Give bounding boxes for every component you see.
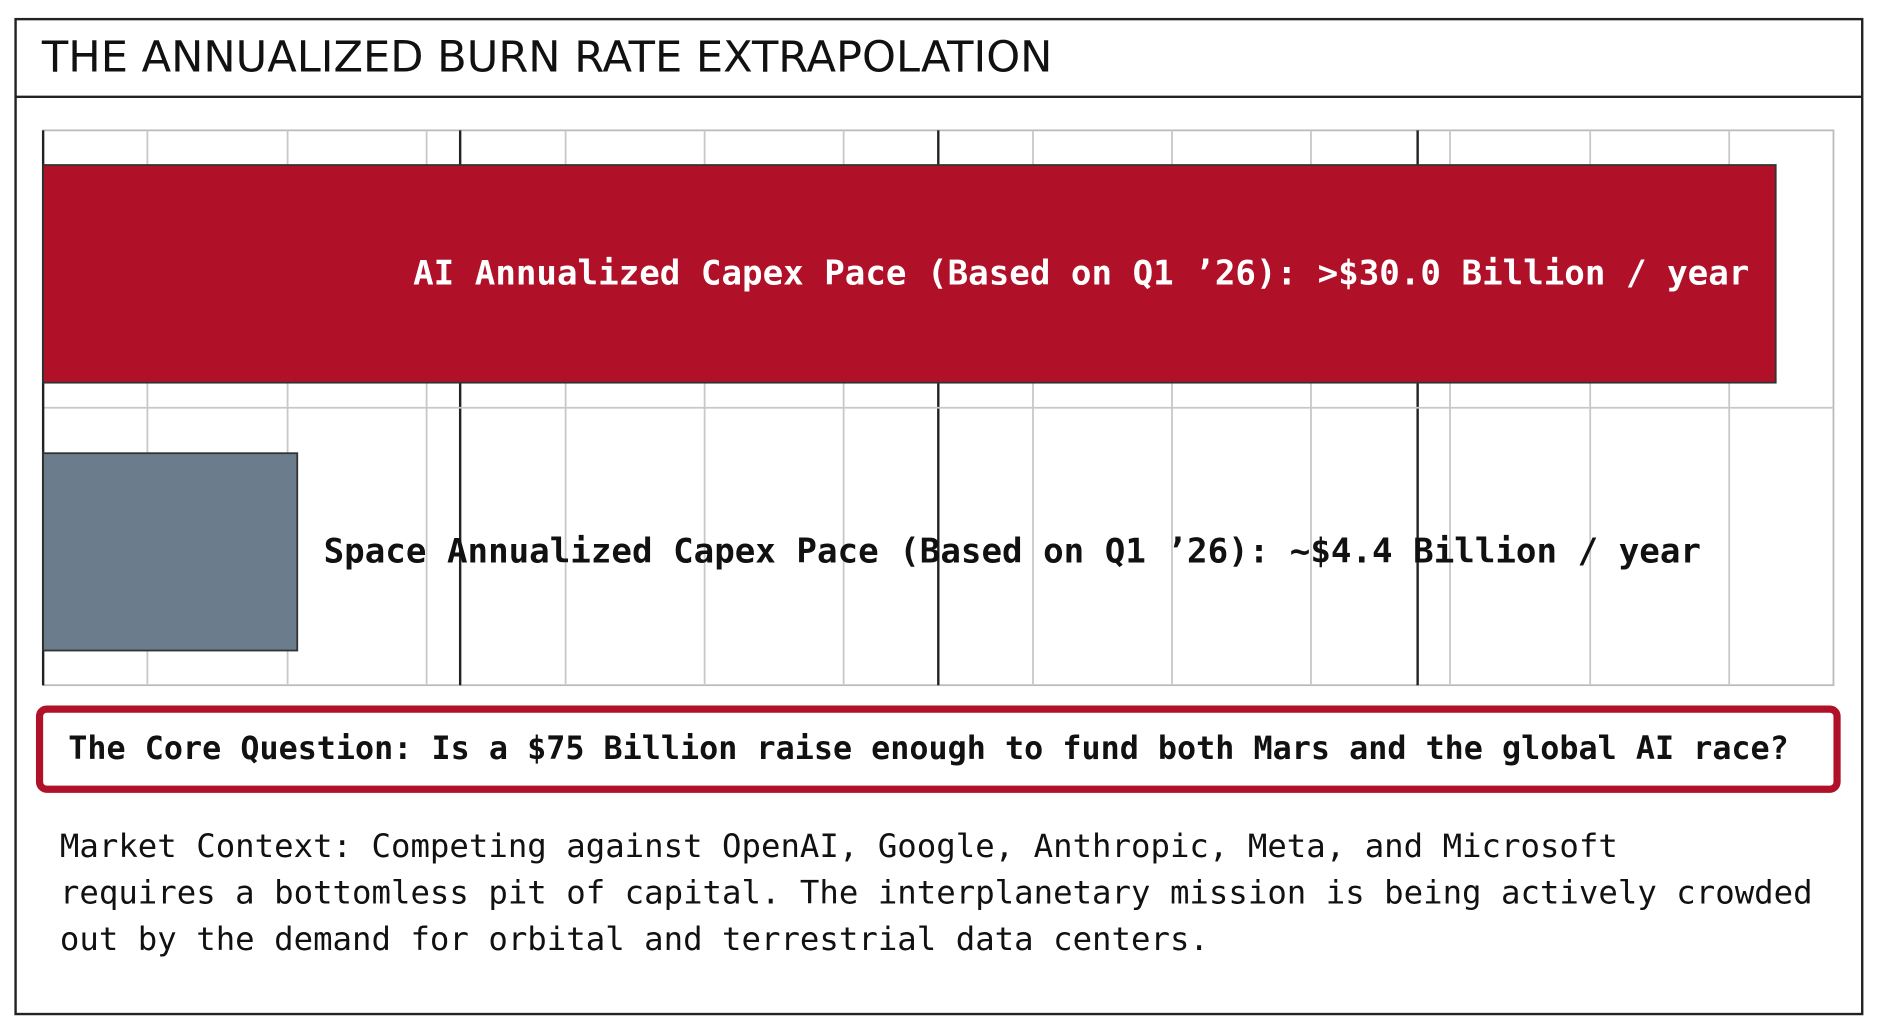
bar xyxy=(42,164,1777,384)
bar xyxy=(42,452,299,652)
callout-box xyxy=(35,705,1841,793)
callout-text: The Core Question: Is a $75 Billion rais… xyxy=(68,731,1788,767)
context-line: Market Context: Competing against OpenAI… xyxy=(60,827,1618,865)
context-line: requires a bottomless pit of capital. Th… xyxy=(60,873,1813,911)
title: THE ANNUALIZED BURN RATE EXTRAPOLATION xyxy=(41,32,1052,82)
value-label: AI Annualized Capex Pace (Based on Q1 ’2… xyxy=(413,254,1749,294)
chart: AI Annualized Capex Pace (Based on Q1 ’2… xyxy=(41,129,1835,687)
value-label: Space Annualized Capex Pace (Based on Q1… xyxy=(324,532,1701,572)
context-line: out by the demand for orbital and terres… xyxy=(60,920,1209,958)
